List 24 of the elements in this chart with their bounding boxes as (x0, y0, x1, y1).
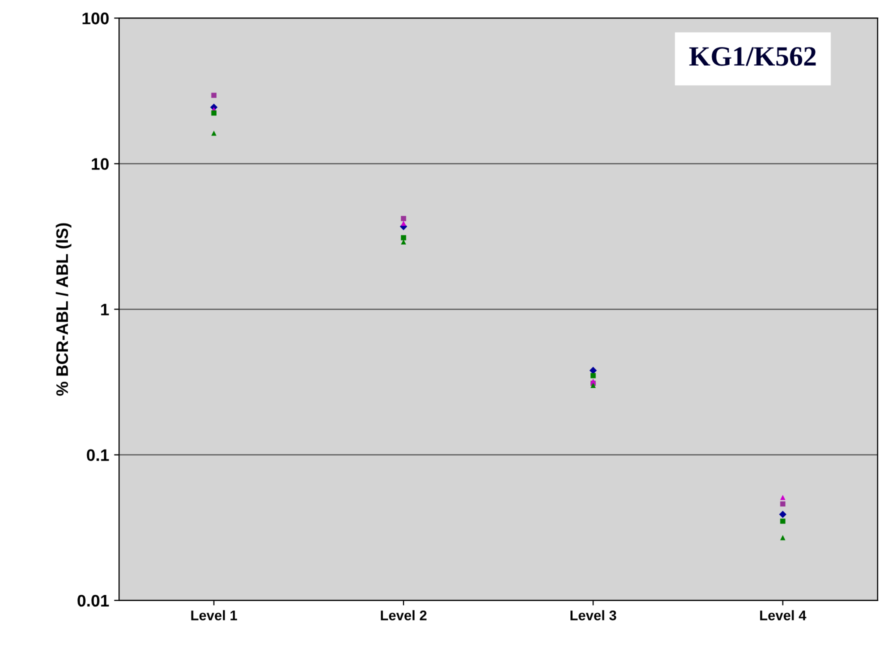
point (400, 235, 406, 240)
point (211, 110, 216, 116)
point (400, 216, 406, 222)
x-tick-label: Level 3 (570, 610, 616, 620)
point (211, 130, 216, 136)
y-tick-label: 1 (101, 304, 109, 316)
point (779, 510, 786, 518)
y-tick-label: 0.1 (86, 449, 109, 462)
point (211, 92, 216, 98)
point (780, 535, 786, 540)
point (400, 220, 406, 226)
x-tick-label: Level 1 (191, 610, 238, 620)
point (780, 501, 786, 507)
x-tick-label: Level 2 (380, 610, 427, 620)
point (589, 366, 597, 374)
y-tick-label: 10 (92, 158, 109, 170)
annotation: KG1/K562 (689, 47, 816, 66)
y-tick-label: 0.01 (78, 594, 109, 607)
point (780, 494, 786, 500)
point (590, 373, 596, 378)
y-tick-label: 100 (82, 12, 109, 24)
y-axis-title: % BCR-ABL / ABL (IS) (56, 223, 72, 396)
x-tick-label: Level 4 (760, 610, 806, 620)
point (780, 518, 786, 524)
